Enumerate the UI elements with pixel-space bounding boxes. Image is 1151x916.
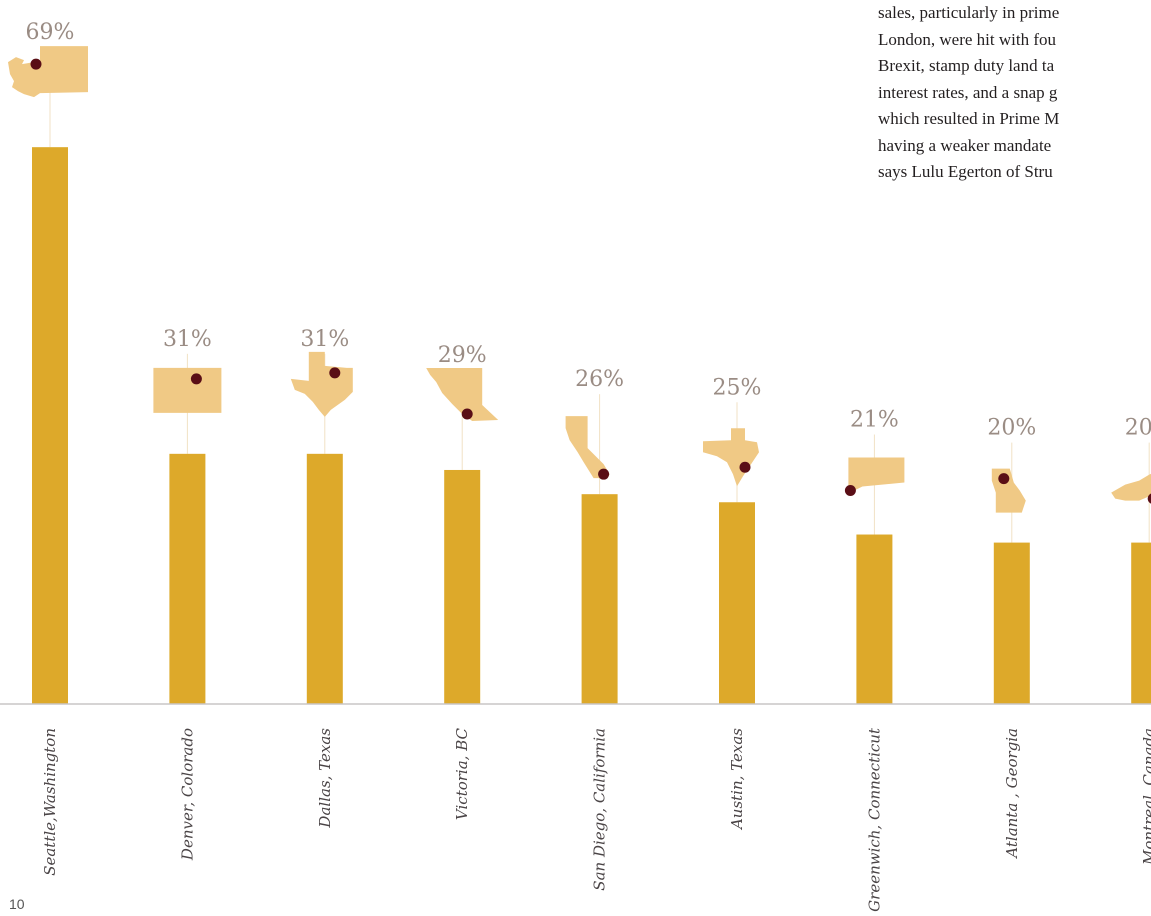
bar-4 xyxy=(581,494,618,704)
bar-7 xyxy=(993,542,1030,704)
bars xyxy=(32,147,1151,705)
value-labels: 69% 31% 31% 29% 26% 25% 21% 20% 20% xyxy=(26,20,1151,440)
bar-6 xyxy=(856,534,893,704)
location-dot xyxy=(30,58,42,70)
category-label-2: Dallas, Texas xyxy=(316,728,334,829)
map-shape xyxy=(8,46,88,98)
map-shape xyxy=(703,428,759,487)
value-label-4: 26% xyxy=(575,367,624,392)
map-shape xyxy=(848,457,905,492)
value-label-8: 20% xyxy=(1125,416,1151,441)
category-labels: Seattle,Washington Denver, Colorado Dallas… xyxy=(41,727,1151,912)
value-label-3: 29% xyxy=(438,343,487,368)
value-label-2: 31% xyxy=(300,327,349,352)
map-shape xyxy=(1111,473,1151,501)
map-shape xyxy=(565,416,610,479)
category-label-1: Denver, Colorado xyxy=(178,728,196,861)
value-label-0: 69% xyxy=(26,20,75,45)
map-shape xyxy=(426,367,499,421)
location-dot xyxy=(1147,493,1151,504)
category-label-7: Atlanta , Georgia xyxy=(1003,728,1021,860)
category-label-3: Victoria, BC xyxy=(453,727,471,820)
body-text-line: Brexit, stamp duty land ta xyxy=(878,56,1055,75)
location-dot xyxy=(739,461,751,473)
category-label-0: Seattle,Washington xyxy=(41,728,59,876)
map-shape xyxy=(290,351,353,417)
value-label-7: 20% xyxy=(987,416,1036,441)
category-label-5: Austin, Texas xyxy=(728,728,746,831)
texas-map-icon xyxy=(290,351,353,417)
colorado-map-icon xyxy=(153,367,222,413)
georgia-map-icon xyxy=(991,468,1026,513)
body-text-line: says Lulu Egerton of Stru xyxy=(878,162,1053,181)
bar-1 xyxy=(169,453,206,704)
category-label-4: San Diego, California xyxy=(591,728,609,891)
location-dot xyxy=(998,473,1010,485)
location-dot xyxy=(598,468,610,480)
map-shape xyxy=(153,367,222,413)
california-map-icon xyxy=(565,416,610,480)
location-dot xyxy=(844,485,856,497)
washington-map-icon xyxy=(8,46,88,98)
body-text-line: London, were hit with fou xyxy=(878,29,1056,49)
location-dot xyxy=(461,408,473,420)
category-label-6: Greenwich, Connecticut xyxy=(865,727,883,912)
body-text-line: having a weaker mandate xyxy=(878,135,1052,155)
body-text-line: interest rates, and a snap g xyxy=(878,82,1058,102)
bar-8 xyxy=(1131,542,1151,704)
bar-0 xyxy=(32,147,68,705)
body-text: sales, particularly in prime London, wer… xyxy=(878,0,1151,186)
texas-map-icon xyxy=(703,428,759,487)
location-dot xyxy=(329,367,341,379)
location-dot xyxy=(190,373,202,385)
bar-3 xyxy=(444,469,481,704)
bar-5 xyxy=(719,502,755,704)
map-icons xyxy=(8,46,1151,513)
bar-2 xyxy=(306,453,343,704)
page-number: 10 xyxy=(9,896,25,912)
body-text-line: sales, particularly in prime xyxy=(878,3,1060,22)
british-columbia-map-icon xyxy=(426,367,499,421)
value-label-1: 31% xyxy=(163,327,212,352)
value-label-6: 21% xyxy=(850,408,899,433)
connecticut-map-icon xyxy=(844,457,905,497)
map-shape xyxy=(991,468,1026,513)
body-text-line: which resulted in Prime M xyxy=(878,109,1060,128)
category-label-8: Montreal, Canada xyxy=(1140,728,1151,866)
quebec-map-icon xyxy=(1111,473,1151,504)
value-label-5: 25% xyxy=(713,375,762,400)
